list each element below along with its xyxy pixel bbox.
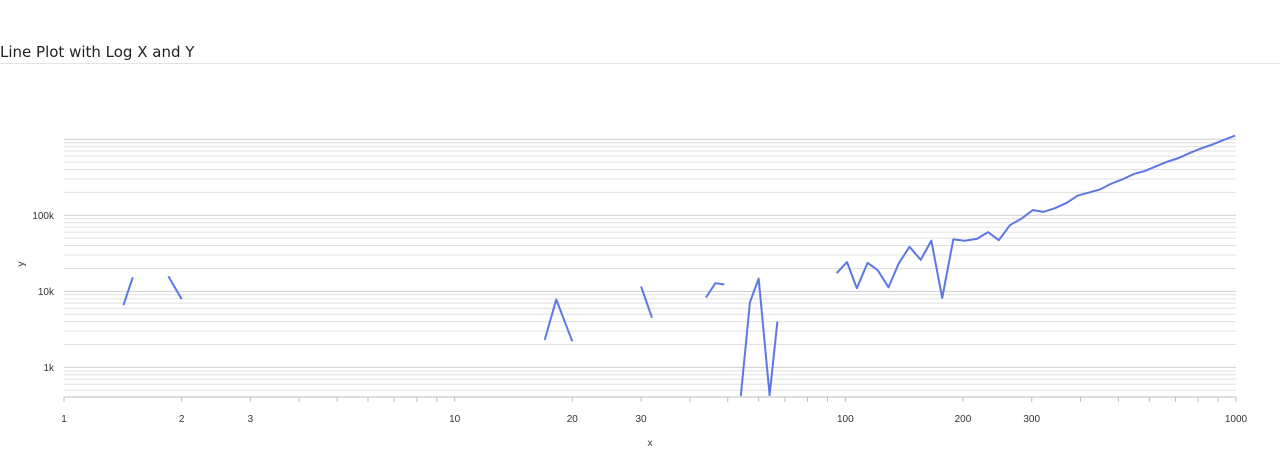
data-series <box>122 134 1236 396</box>
x-axis-title: x <box>648 438 653 449</box>
y-tick-label: 100k <box>32 211 55 222</box>
x-tick-label: 30 <box>635 414 647 425</box>
series-line-segment <box>705 282 725 299</box>
y-axis-title: y <box>16 262 27 267</box>
x-tick-label: 2 <box>179 414 185 425</box>
series-line-segment <box>640 286 653 319</box>
x-tick-label: 200 <box>955 414 972 425</box>
x-tick-label: 1000 <box>1225 414 1248 425</box>
y-tick-label: 10k <box>38 287 55 298</box>
series-line-segment <box>739 277 779 396</box>
series-line-segment <box>167 275 183 300</box>
series-line-segment <box>122 276 134 306</box>
grid-lines <box>64 138 1236 391</box>
series-line-segment <box>835 134 1236 299</box>
chart-title: Line Plot with Log X and Y <box>0 43 195 61</box>
chart-header: Line Plot with Log X and Y <box>0 0 1280 64</box>
x-tick-label: 20 <box>567 414 579 425</box>
series-line-segment <box>543 298 574 342</box>
x-tick-label: 300 <box>1023 414 1040 425</box>
x-tick-label: 1 <box>61 414 67 425</box>
y-tick-label: 1k <box>43 363 55 374</box>
x-tick-label: 10 <box>449 414 461 425</box>
x-tick-label: 3 <box>248 414 254 425</box>
x-tick-label: 100 <box>837 414 854 425</box>
axes: x y 1 2 3 10 20 30 100 200 300 1000 1k 10k 100k <box>16 211 1248 449</box>
